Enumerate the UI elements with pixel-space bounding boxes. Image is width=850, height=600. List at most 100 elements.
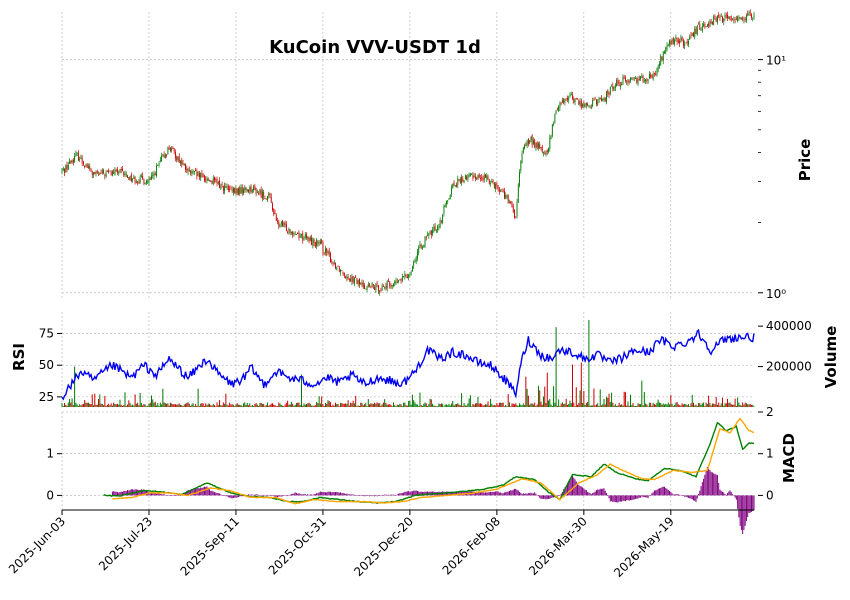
macd-histogram-bar [366,495,368,496]
candle-body [503,190,505,199]
macd-histogram-bar [612,495,614,502]
volume-bar [338,406,340,407]
volume-bar [231,404,233,407]
macd-histogram-bar [266,495,268,496]
volume-bar [611,392,613,407]
volume-bar [423,403,425,407]
volume-bar [235,404,237,407]
volume-bar [142,405,144,407]
candle-body [381,284,383,290]
macd-histogram-bar [613,495,615,502]
candle-body [343,272,345,276]
macd-histogram-bar [216,493,218,496]
candle-body [270,196,272,203]
candle-body [357,280,359,284]
volume-bar [701,403,703,407]
volume-bar [311,405,313,407]
volume-bar [705,402,707,407]
candle-body [574,99,576,103]
price-axis-label: Price [796,139,814,182]
macd-histogram-bar [623,495,625,501]
macd-histogram-bar [657,488,659,496]
volume-bar [478,403,480,407]
macd-histogram-bar [698,494,700,496]
volume-bar [297,402,299,407]
volume-bar [415,404,417,407]
candle-body [258,193,260,194]
volume-bar [637,403,639,407]
macd-histogram-bar [156,493,158,496]
candle-body [256,191,258,193]
macd-histogram-bar [250,494,252,496]
volume-bar [520,404,522,407]
volume-bar [360,402,362,407]
candle-body [394,281,396,285]
volume-bar [259,402,261,407]
volume-bar [699,403,701,407]
volume-bar [115,404,117,407]
volume-bar [574,406,576,407]
macd-histogram-bar [239,495,241,497]
volume-bar [241,406,243,407]
candle-body [509,202,510,203]
volume-bar [603,398,605,407]
volume-bar [546,372,548,407]
candle-body [713,16,715,25]
macd-histogram-bar [516,489,518,496]
volume-bar [690,403,692,407]
volume-bar [192,403,194,407]
volume-bar [695,404,697,407]
candle-body [559,103,561,108]
macd-histogram-bar [507,491,509,496]
candle-body [666,45,668,50]
candle-body [588,105,590,107]
macd-histogram-bar [580,486,582,496]
candle-body [730,18,732,20]
volume-bar [271,403,274,407]
candle-body [623,76,625,79]
macd-histogram-bar [641,495,643,497]
candle-body [231,189,233,192]
volume-bar [527,395,529,407]
candle-body [389,281,391,286]
candle-body [140,176,142,178]
candle-body [144,183,146,184]
macd-histogram-bar [113,491,115,496]
macd-histogram-bar [351,494,353,496]
candle-body [496,182,498,187]
candle-body [370,286,372,288]
volume-bar [583,390,585,407]
macd-histogram-bar [491,491,493,496]
macd-histogram-bar [617,495,619,503]
candle-body [82,161,84,165]
candle-body [171,147,173,151]
macd-histogram-bar [542,495,545,499]
macd-histogram-bar [669,490,671,496]
volume-bar [350,402,352,407]
volume-bar [268,405,270,407]
volume-bar [526,388,528,407]
volume-bar [337,403,339,407]
volume-bar [237,404,239,407]
volume-bar [161,404,163,407]
macd-histogram-bar [525,493,527,496]
volume-bar [76,404,78,407]
macd-histogram-bar [474,492,476,496]
candle-body [530,136,532,141]
volume-bar [265,405,267,407]
candle-body [474,176,476,179]
volume-bar [742,402,744,407]
macd-histogram-bar [578,484,580,496]
macd-histogram-bar [738,495,740,518]
candle-body [190,170,192,174]
candle-body [439,219,441,228]
candle-body [422,247,423,249]
macd-histogram-bar [711,472,713,496]
candle-body [322,242,324,253]
volume-bar [153,402,155,407]
macd-histogram-bar [463,491,465,496]
candle-body [268,193,270,196]
macd-histogram-bar [152,493,154,496]
candle-body [463,180,465,183]
